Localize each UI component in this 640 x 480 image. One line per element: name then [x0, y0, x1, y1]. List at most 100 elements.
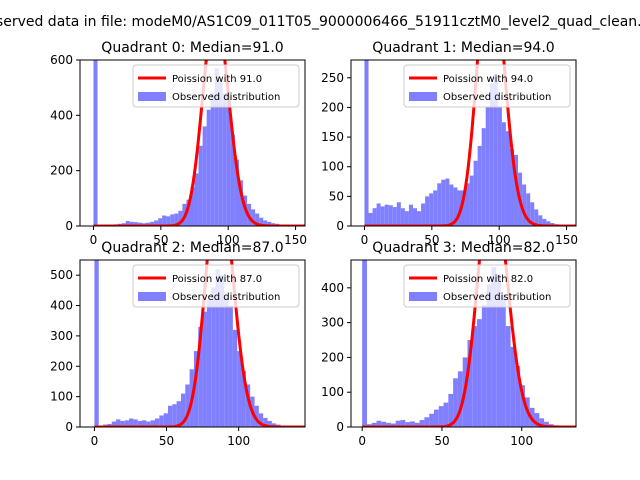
axes-frame: [350, 259, 577, 428]
histogram-bar: [505, 326, 511, 427]
histogram-bar: [424, 417, 430, 427]
histogram-bar: [362, 260, 367, 427]
histogram-bar: [514, 154, 519, 226]
histogram-bar: [237, 351, 242, 427]
y-tick-label: 500: [50, 268, 73, 282]
histogram-bar: [473, 160, 478, 226]
histogram-bar: [371, 422, 377, 427]
x-tick-label: 0: [361, 233, 369, 247]
histogram-bar: [137, 222, 142, 226]
histogram-bar: [417, 211, 422, 226]
legend-observed-label: Observed distribution: [172, 292, 280, 303]
y-tick-label: 400: [50, 299, 73, 313]
y-tick-label: 400: [321, 281, 344, 295]
histogram-bar: [408, 204, 413, 226]
histogram-bar: [437, 183, 442, 226]
histogram-bar: [400, 208, 405, 226]
x-tick-label: 50: [424, 233, 439, 247]
subplot-title: Quadrant 2: Median=87.0: [101, 240, 283, 256]
x-tick-label: 100: [510, 434, 533, 448]
histogram-bar: [501, 122, 506, 226]
histogram-bar: [467, 340, 473, 427]
legend-observed-swatch: [409, 292, 437, 301]
y-tick-label: 100: [50, 390, 73, 404]
y-tick-label: 150: [321, 130, 344, 144]
y-tick-label: 200: [321, 100, 344, 114]
histogram-bar: [185, 384, 190, 427]
histogram-bar: [433, 409, 439, 427]
histogram-bar: [510, 346, 516, 427]
histogram-bar: [419, 420, 425, 427]
histogram-bar: [515, 366, 521, 427]
histogram-bar: [215, 269, 220, 427]
histogram-bar: [546, 221, 551, 226]
axes-frame: [350, 59, 577, 227]
histogram-bar: [441, 179, 446, 226]
histogram-bar: [190, 187, 195, 226]
histogram-bar: [410, 421, 415, 427]
histogram-bar: [214, 68, 219, 226]
histogram-bar: [491, 266, 497, 427]
y-tick-label: 250: [321, 71, 344, 85]
y-tick-label: 0: [65, 420, 73, 434]
histogram-bar: [125, 221, 130, 226]
histogram-bar: [178, 210, 183, 226]
x-tick-label: 0: [358, 434, 366, 448]
histogram-bar: [255, 213, 260, 226]
histogram-bar: [421, 203, 426, 226]
histogram-bar: [453, 378, 458, 427]
histogram-bar: [206, 109, 211, 226]
histogram-bar: [496, 273, 501, 427]
y-tick-label: 200: [321, 350, 344, 364]
histogram-bar: [509, 148, 515, 226]
histogram-bar: [193, 351, 199, 427]
x-tick-label: 50: [153, 233, 168, 247]
histogram-bar: [481, 128, 486, 226]
legend: Poission with 87.0 Observed distribution: [132, 264, 300, 308]
y-tick-label: 200: [50, 164, 73, 178]
histogram-bar: [544, 421, 549, 427]
histogram-bar: [158, 218, 163, 226]
histogram-bar: [412, 208, 418, 226]
histogram-bar: [251, 209, 256, 226]
histogram-bar: [241, 370, 246, 427]
histogram-bar: [124, 420, 130, 427]
legend-box: [132, 264, 300, 308]
axes-frame: [79, 59, 306, 227]
histogram-bar: [226, 98, 231, 226]
histogram-bar: [146, 222, 151, 226]
y-tick-label: 100: [321, 160, 344, 174]
histogram-bar: [486, 284, 492, 427]
histogram-bar: [133, 222, 138, 226]
histogram-bar: [372, 208, 377, 226]
histogram-bar: [461, 190, 466, 226]
subplot-title: Quadrant 0: Median=91.0: [101, 40, 283, 56]
figure-title: Observed data in file: modeM0/AS1C09_011…: [0, 14, 640, 30]
y-tick-label: 300: [50, 329, 73, 343]
observed-histogram: [94, 260, 294, 427]
histogram-bar: [202, 311, 207, 427]
histogram-bar: [539, 418, 545, 427]
histogram-bar: [534, 413, 540, 427]
legend-box: [403, 64, 571, 108]
x-tick-label: 50: [159, 434, 174, 448]
histogram-bar: [534, 209, 539, 226]
histogram-bar: [400, 420, 406, 427]
subplot-quadrant-2: 0 50 100 0 100 200 300 400 500 Poission with 87.0…: [50, 240, 306, 448]
legend-observed-label: Observed distribution: [172, 92, 280, 103]
histogram-bar: [238, 180, 244, 226]
histogram-bar: [162, 215, 167, 226]
legend-poisson-label: Poission with 87.0: [172, 274, 262, 285]
histogram-bar: [501, 294, 506, 427]
histogram-bar: [224, 296, 229, 427]
histogram-bar: [520, 385, 525, 427]
histogram-bar: [497, 107, 502, 226]
histogram-bar: [198, 145, 203, 226]
histogram-bar: [465, 183, 470, 226]
histogram-bar: [210, 93, 215, 226]
histogram-bar: [493, 74, 498, 226]
histogram-bar: [180, 393, 186, 427]
histogram-bar: [155, 418, 160, 427]
histogram-bar: [481, 305, 487, 427]
